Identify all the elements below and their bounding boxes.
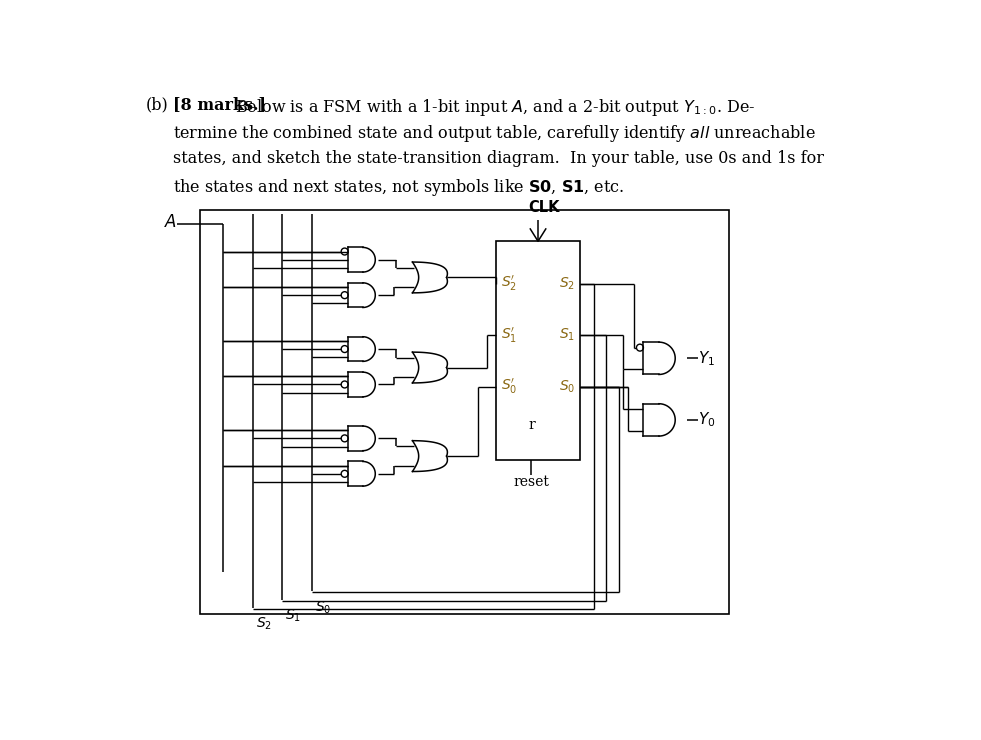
Text: $S_1'$: $S_1'$: [501, 326, 517, 345]
Text: CLK: CLK: [529, 200, 560, 215]
Text: $S_2$: $S_2$: [559, 275, 575, 292]
Text: states, and sketch the state-transition diagram.  In your table, use 0s and 1s f: states, and sketch the state-transition …: [173, 150, 824, 167]
Text: Below is a FSM with a 1-bit input $A$, and a 2-bit output $Y_{1:0}$. De-: Below is a FSM with a 1-bit input $A$, a…: [230, 96, 754, 118]
Bar: [496, 241, 580, 460]
Text: $Y_0$: $Y_0$: [698, 411, 716, 429]
Text: $S_1$: $S_1$: [559, 327, 575, 343]
Text: termine the combined state and output table, carefully identify $all$ unreachabl: termine the combined state and output ta…: [173, 124, 816, 144]
Text: reset: reset: [513, 475, 549, 489]
Text: the states and next states, not symbols like $\mathbf{S0}$, $\mathbf{S1}$, etc.: the states and next states, not symbols …: [173, 178, 624, 198]
Text: $S_0$: $S_0$: [315, 600, 332, 616]
Bar: [200, 210, 729, 614]
Text: $S_1$: $S_1$: [285, 608, 301, 624]
Text: (b): (b): [146, 96, 169, 113]
Text: r: r: [528, 417, 535, 431]
Text: $Y_1$: $Y_1$: [698, 349, 715, 368]
Text: $S_2'$: $S_2'$: [501, 274, 517, 293]
Text: $A$: $A$: [164, 214, 177, 230]
Text: $S_0$: $S_0$: [559, 379, 575, 395]
Text: [8 marks.]: [8 marks.]: [173, 96, 266, 113]
Text: $S_0'$: $S_0'$: [501, 377, 517, 397]
Text: $S_2$: $S_2$: [256, 616, 272, 632]
